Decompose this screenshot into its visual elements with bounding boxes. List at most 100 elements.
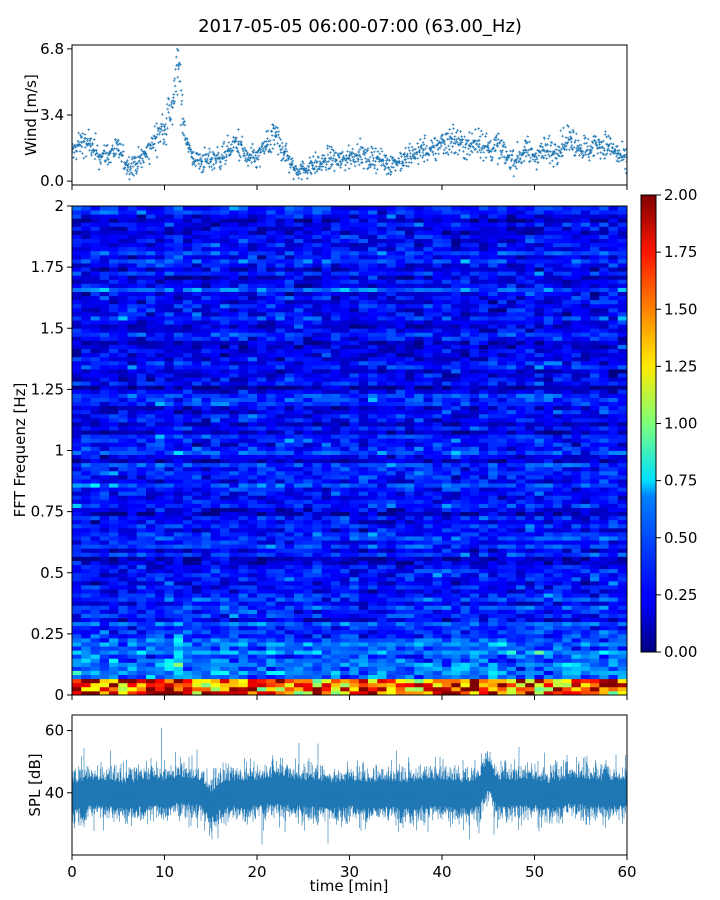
- spectrogram-cell: [386, 263, 397, 268]
- spectrogram-cell: [210, 389, 221, 394]
- spectrogram-cell: [201, 234, 212, 239]
- spectrogram-cell: [423, 295, 434, 301]
- spectrogram-cell: [405, 666, 415, 671]
- spectrogram-cell: [146, 279, 156, 284]
- spectrogram-cell: [81, 254, 91, 260]
- spectrogram-cell: [442, 515, 452, 521]
- spectrogram-cell: [155, 495, 165, 500]
- spectrogram-cell: [284, 633, 295, 639]
- spectrogram-cell: [118, 540, 128, 545]
- spectrogram-cell: [266, 503, 276, 508]
- spectrogram-cell: [331, 515, 341, 521]
- spectrogram-cell: [164, 682, 175, 688]
- spectrogram-cell: [284, 238, 295, 244]
- spectrogram-cell: [303, 267, 313, 272]
- spectrogram-cell: [183, 348, 193, 354]
- spectrogram-cell: [377, 230, 387, 235]
- spectrogram-cell: [183, 442, 193, 447]
- spectrogram-cell: [220, 503, 230, 508]
- spectrogram-cell: [118, 613, 128, 618]
- spectrogram-cell: [303, 589, 313, 594]
- spectrogram-cell: [432, 507, 443, 513]
- spectrogram-cell: [238, 568, 249, 574]
- spectrogram-cell: [99, 511, 110, 517]
- spectrogram-cell: [247, 214, 258, 219]
- spectrogram-cell: [349, 658, 360, 663]
- spectrogram-cell: [229, 332, 239, 337]
- spectrogram-cell: [377, 328, 387, 333]
- spectrogram-cell: [173, 373, 184, 378]
- spectrogram-cell: [99, 690, 110, 695]
- spectrogram-cell: [183, 210, 193, 215]
- spectrogram-cell: [294, 369, 304, 374]
- spectrogram-cell: [386, 621, 397, 627]
- spectrogram-cell: [432, 690, 443, 695]
- spectrogram-cell: [238, 438, 249, 443]
- spectrogram-cell: [349, 291, 360, 297]
- spectrogram-cell: [183, 295, 193, 301]
- spectrogram-cell: [201, 674, 212, 680]
- spectrogram-cell: [146, 576, 156, 582]
- spectrogram-cell: [349, 580, 360, 586]
- spectrogram-cell: [220, 263, 230, 268]
- spectrogram-cell: [284, 686, 295, 692]
- spectrogram-cell: [118, 328, 128, 333]
- spectrogram-cell: [442, 674, 452, 680]
- spectrogram-cell: [331, 572, 341, 578]
- spectrogram-cell: [312, 658, 323, 663]
- spectrogram-cell: [349, 666, 360, 671]
- spectrogram-cell: [99, 267, 110, 272]
- spectrogram-cell: [155, 373, 165, 378]
- spectrogram-cell: [405, 479, 415, 484]
- spectrogram-cell: [90, 499, 101, 504]
- spectrogram-cell: [238, 316, 249, 321]
- spectrogram-cell: [303, 580, 313, 586]
- spectrogram-cell: [331, 674, 341, 680]
- spectrogram-cell: [432, 474, 443, 480]
- spectrogram-cell: [127, 658, 138, 663]
- spectrogram-cell: [99, 336, 110, 341]
- spectrogram-cell: [294, 495, 304, 500]
- spectrogram-cell: [414, 426, 424, 431]
- spectrogram-cell: [368, 617, 378, 623]
- spectrogram-cell: [81, 275, 91, 280]
- spectrogram-cell: [257, 519, 267, 525]
- spectrogram-cell: [368, 686, 378, 692]
- spectrogram-cell: [173, 401, 184, 407]
- spectrogram-cell: [294, 515, 304, 521]
- spectrogram-cell: [164, 413, 175, 419]
- spectrogram-cell: [220, 434, 230, 439]
- spectrogram-cell: [321, 532, 332, 537]
- spectrogram-cell: [275, 381, 286, 386]
- spectrogram-cell: [229, 442, 239, 447]
- spectrogram-cell: [229, 536, 239, 541]
- spectrogram-cell: [127, 238, 138, 244]
- spectrogram-cell: [442, 564, 452, 570]
- spectrogram-cell: [183, 311, 193, 317]
- spectrogram-cell: [146, 474, 156, 480]
- spectrogram-cell: [155, 340, 165, 345]
- spectrogram-cell: [136, 263, 147, 268]
- spectrogram-cell: [275, 495, 286, 500]
- spectrogram-cell: [349, 385, 360, 390]
- spectrogram-cell: [164, 421, 175, 427]
- spectrogram-cell: [349, 303, 360, 309]
- spectrogram-cell: [118, 385, 128, 390]
- spectrogram-cell: [90, 662, 101, 667]
- spectrogram-cell: [201, 654, 212, 659]
- spectrogram-cell: [294, 352, 304, 358]
- spectrogram-cell: [284, 584, 295, 590]
- spectrogram-cell: [405, 503, 415, 508]
- spectrogram-cell: [136, 397, 147, 402]
- spectrogram-cell: [405, 450, 415, 455]
- spectrogram-cell: [294, 210, 304, 215]
- spectrogram-cell: [146, 344, 156, 350]
- spectrogram-cell: [331, 544, 341, 549]
- spectrogram-cell: [414, 417, 424, 423]
- spectrogram-cell: [358, 250, 369, 256]
- spectrogram-cell: [164, 605, 175, 610]
- spectrogram-cell: [275, 332, 286, 337]
- spectrogram-cell: [164, 438, 175, 443]
- spectrogram-cell: [192, 662, 202, 667]
- spectrogram-cell: [146, 556, 156, 561]
